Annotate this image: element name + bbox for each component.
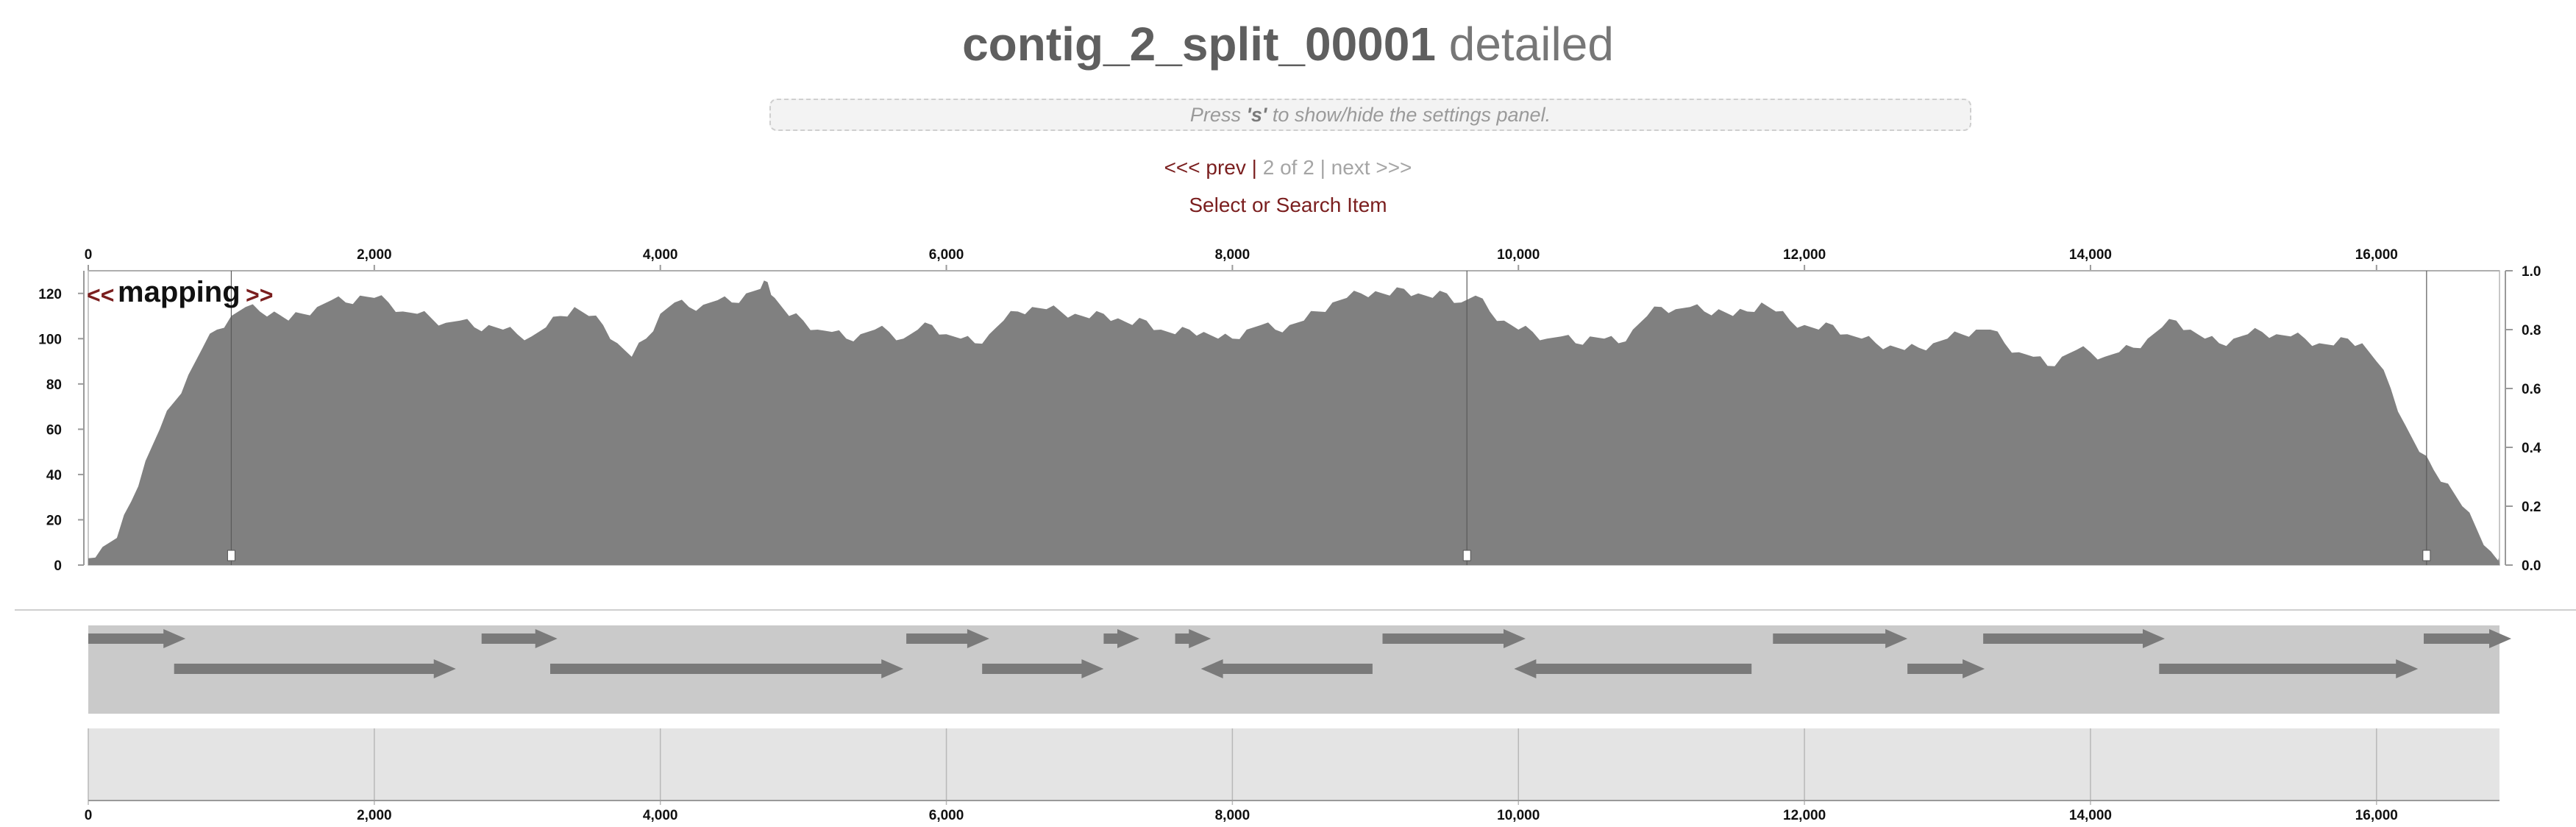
left-axis-tick-label: 20 [46,513,62,528]
genes-track[interactable] [88,625,2511,714]
coverage-track[interactable]: 0 20 40 60 80 100 120 0.0 0.2 0.4 0.6 0.8 1.0 << ma… [38,264,2541,574]
mapping-track-label: mapping [118,276,241,308]
variability-marker[interactable] [2422,550,2431,561]
gene-arrow[interactable] [550,659,904,678]
right-axis-tick-label: 0.4 [2522,441,2541,456]
title-suffix: detailed [1448,18,1614,71]
settings-hint-prefix: Press [1189,104,1247,126]
gene-arrow[interactable] [1514,659,1752,678]
top-axis-tick-label: 4,000 [643,247,678,263]
mapping-prev-arrow[interactable]: << [87,282,114,308]
right-axis-tick-label: 0.2 [2522,500,2541,515]
top-axis-tick-label: 8,000 [1215,247,1250,263]
settings-hint-panel[interactable]: Press 's' to show/hide the settings pane… [769,99,1971,131]
left-axis-tick-label: 0 [54,558,62,574]
variability-marker[interactable] [1462,550,1471,561]
gene-arrow[interactable] [1200,659,1373,678]
overview-track[interactable]: 0 2,000 4,000 6,000 8,000 10,000 12,000 14,000 1… [85,728,2499,823]
coverage-area [88,280,2499,565]
nav-separator-left: | [1251,156,1257,179]
gene-arrow[interactable] [2159,659,2419,678]
mapping-next-arrow[interactable]: >> [246,282,273,308]
gene-arrow[interactable] [1983,629,2165,648]
bottom-axis-tick-label: 12,000 [1783,808,1826,823]
gene-arrow[interactable] [906,629,989,648]
next-link[interactable]: next >>> [1331,156,1412,179]
split-navigation: <<< prev | 2 of 2 | next >>> [0,153,2576,182]
gene-arrow[interactable] [481,629,558,648]
top-axis-tick-label: 16,000 [2355,247,2398,263]
gene-arrow[interactable] [1103,629,1139,648]
gene-arrow[interactable] [1382,629,1526,648]
nav-position: 2 of 2 [1262,156,1314,179]
split-name: contig_2_split_00001 [962,18,1436,71]
bottom-axis-tick-label: 8,000 [1215,808,1250,823]
bottom-axis-tick-label: 6,000 [929,808,964,823]
right-axis-tick-label: 0.0 [2522,558,2541,574]
bottom-axis-tick-label: 10,000 [1497,808,1540,823]
variability-markers [227,271,2431,565]
top-axis-tick-label: 0 [85,247,93,263]
coverage-left-axis: 0 20 40 60 80 100 120 [38,271,85,574]
settings-hint-suffix: to show/hide the settings panel. [1267,104,1551,126]
left-axis-tick-label: 80 [46,377,62,393]
right-axis-tick-label: 0.8 [2522,323,2541,338]
top-axis-tick-label: 12,000 [1783,247,1826,263]
coverage-right-axis: 0.0 0.2 0.4 0.6 0.8 1.0 [2505,264,2541,574]
overview-background [88,728,2499,801]
nav-separator-right: | [1320,156,1326,179]
prev-link[interactable]: <<< prev [1164,156,1246,179]
top-axis-tick-label: 10,000 [1497,247,1540,263]
left-axis-tick-label: 60 [46,422,62,438]
right-axis-tick-label: 1.0 [2522,264,2541,280]
top-axis-tick-label: 14,000 [2069,247,2112,263]
right-axis-tick-label: 0.6 [2522,382,2541,397]
gene-arrow[interactable] [1175,629,1211,648]
bottom-position-axis: 0 2,000 4,000 6,000 8,000 10,000 12,000 14,000 1… [85,808,2398,823]
page-title: contig_2_split_00001 detailed [0,10,2576,78]
gene-arrow[interactable] [88,629,186,648]
top-axis-tick-label: 2,000 [357,247,392,263]
variability-marker[interactable] [227,550,235,561]
bottom-axis-tick-label: 16,000 [2355,808,2398,823]
left-axis-tick-label: 100 [38,332,62,347]
gene-arrow[interactable] [174,659,456,678]
top-axis-tick-label: 6,000 [929,247,964,263]
settings-hint-key: 's' [1246,104,1267,126]
select-search-item-link[interactable]: Select or Search Item [1189,194,1387,216]
bottom-axis-tick-label: 0 [85,808,93,823]
gene-arrow[interactable] [2424,629,2511,648]
left-axis-tick-label: 40 [46,468,62,483]
gene-arrow[interactable] [982,659,1104,678]
bottom-axis-tick-label: 4,000 [643,808,678,823]
gene-arrow[interactable] [1773,629,1908,648]
bottom-axis-tick-label: 14,000 [2069,808,2112,823]
left-axis-tick-label: 120 [38,287,62,302]
bottom-axis-tick-label: 2,000 [357,808,392,823]
top-position-axis: 0 2,000 4,000 6,000 8,000 10,000 12,000 14,000 1… [85,247,2499,271]
gene-arrow[interactable] [1907,659,1985,678]
